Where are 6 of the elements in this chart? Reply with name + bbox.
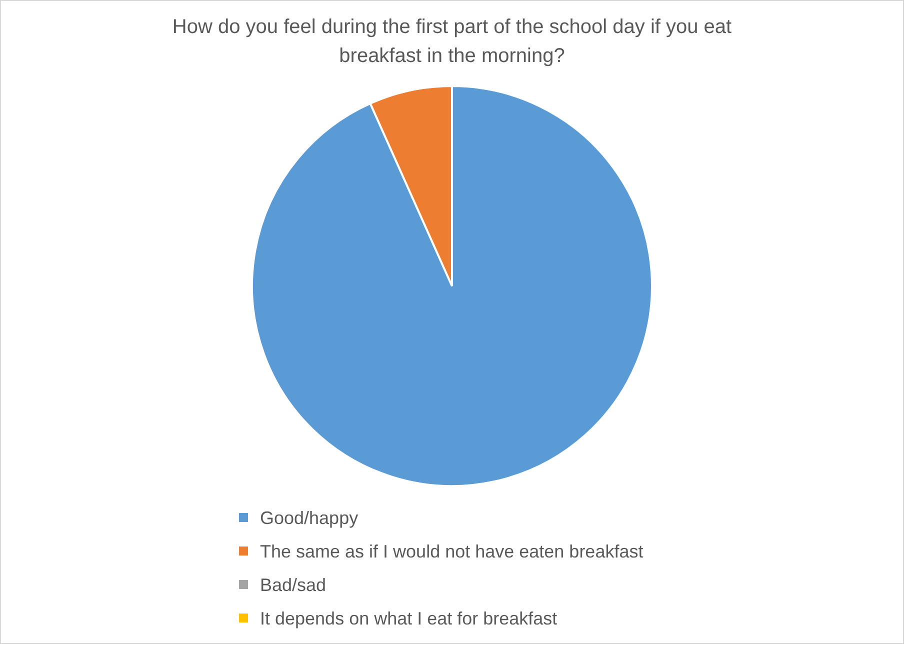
legend-label: The same as if I would not have eaten breakfast xyxy=(260,542,644,562)
chart-title: How do you feel during the first part of the school day if you eat breakfast in the morning? xyxy=(172,16,732,67)
legend-label: It depends on what I eat for breakfast xyxy=(260,608,558,628)
legend-label: Good/happy xyxy=(260,508,358,528)
legend-label: Bad/sad xyxy=(260,575,326,595)
pie-slice xyxy=(251,85,653,487)
